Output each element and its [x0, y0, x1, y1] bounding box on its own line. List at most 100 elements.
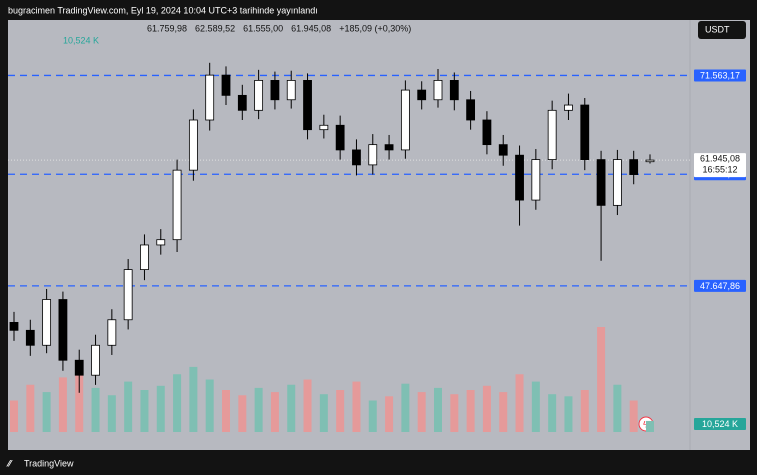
volume-bar — [597, 327, 606, 432]
volume-bar — [124, 381, 133, 432]
candle-body — [188, 119, 198, 171]
volume-bar — [434, 387, 442, 432]
candle-body — [645, 159, 655, 163]
alert-glyph[interactable]: ϟ — [643, 419, 648, 429]
candle-body — [531, 159, 541, 201]
ohlc-legend: 61.759,98 — [147, 23, 187, 33]
candle-body — [629, 159, 639, 175]
ohlc-legend: 61.945,08 — [291, 23, 331, 33]
currency[interactable]: USDT — [705, 24, 730, 34]
brand: TradingView — [24, 458, 74, 468]
volume-bar — [466, 390, 475, 432]
candle-body — [498, 144, 508, 156]
candle-body — [42, 299, 52, 346]
candle-body — [107, 319, 117, 346]
last-price-bg — [694, 153, 746, 178]
volume-badge-bg — [694, 418, 746, 430]
volume-bar — [91, 387, 100, 432]
candle-body — [58, 299, 68, 361]
candle-body — [9, 321, 19, 331]
candle-body — [254, 80, 264, 111]
volume-bar — [499, 392, 508, 432]
volume-bar — [417, 392, 426, 432]
volume-bar — [385, 396, 394, 432]
candle-body — [221, 74, 231, 96]
candle-body — [172, 169, 182, 241]
candle-body — [286, 80, 296, 101]
candle-body — [25, 329, 35, 346]
volume-bar — [222, 390, 230, 432]
volume-bar — [319, 394, 328, 432]
volume-bar — [140, 390, 149, 432]
candle-body — [596, 159, 606, 206]
volume-bar — [515, 374, 524, 432]
level-label-bg — [694, 69, 746, 82]
volume-bar — [287, 384, 296, 432]
volume-bar — [238, 395, 247, 432]
candle-body — [237, 94, 247, 111]
last-price-label: 61.945,08 — [700, 153, 740, 163]
candle-body — [400, 89, 410, 151]
volume-bar — [613, 384, 622, 432]
header-title: bugracimen TradingView.com, Eyl 19, 2024… — [8, 5, 318, 15]
volume-legend: 10,524 K — [63, 35, 99, 45]
volume-bar — [531, 381, 540, 432]
volume-bar — [450, 394, 459, 432]
candle-body — [482, 119, 492, 146]
candle-body — [319, 124, 329, 131]
candle-body — [564, 104, 573, 111]
candle-body — [547, 109, 557, 160]
volume-bar — [75, 369, 84, 432]
candle-body — [612, 159, 622, 206]
volume-bar — [629, 400, 638, 432]
candle-body — [303, 80, 312, 131]
volume-bar — [368, 400, 377, 432]
ohlc-legend: 61.555,00 — [243, 23, 283, 33]
volume-bar — [401, 383, 410, 432]
footer — [0, 452, 757, 475]
candle-body — [352, 149, 361, 166]
candle-body — [205, 74, 215, 121]
volume-badge: 10,524 K — [702, 419, 738, 429]
volume-bar — [58, 377, 67, 432]
ohlc-legend: 62.589,52 — [195, 23, 235, 33]
level-label: 71.563,17 — [700, 70, 740, 80]
volume-bar — [303, 379, 312, 432]
volume-bar — [270, 392, 279, 432]
level-label: 47.647,86 — [700, 281, 740, 291]
volume-bar — [352, 381, 361, 432]
candle-body — [91, 344, 100, 376]
candle-body — [140, 244, 149, 271]
candle-body — [270, 80, 280, 101]
volume-bar — [189, 366, 198, 432]
candle-body — [156, 239, 166, 246]
volume-bar — [42, 392, 51, 432]
candle-body — [123, 269, 133, 321]
candle-body — [515, 154, 524, 201]
volume-bar — [107, 395, 116, 432]
volume-bar — [173, 374, 182, 432]
volume-bar — [564, 396, 573, 432]
brand-logo: ⁄⁄ — [6, 458, 14, 468]
candle-body — [433, 80, 443, 101]
volume-bar — [156, 385, 165, 432]
volume-bar — [205, 379, 214, 432]
currency-badge[interactable] — [698, 21, 746, 39]
volume-bar — [26, 384, 35, 432]
candle-body — [449, 80, 459, 101]
candle-body — [74, 359, 84, 376]
volume-bar — [482, 385, 491, 432]
volume-bar — [548, 394, 557, 432]
volume-bar — [646, 420, 654, 432]
candle-body — [417, 89, 427, 101]
candle-body — [335, 124, 345, 151]
candle-body — [580, 104, 590, 161]
candle-body — [368, 144, 378, 166]
ohlc-legend: +185,09 (+0,30%) — [339, 23, 411, 33]
volume-bar — [336, 390, 345, 432]
candle-body — [384, 144, 394, 151]
plot-area — [8, 20, 750, 450]
countdown: 16:55:12 — [702, 164, 737, 174]
volume-bar — [254, 387, 263, 432]
